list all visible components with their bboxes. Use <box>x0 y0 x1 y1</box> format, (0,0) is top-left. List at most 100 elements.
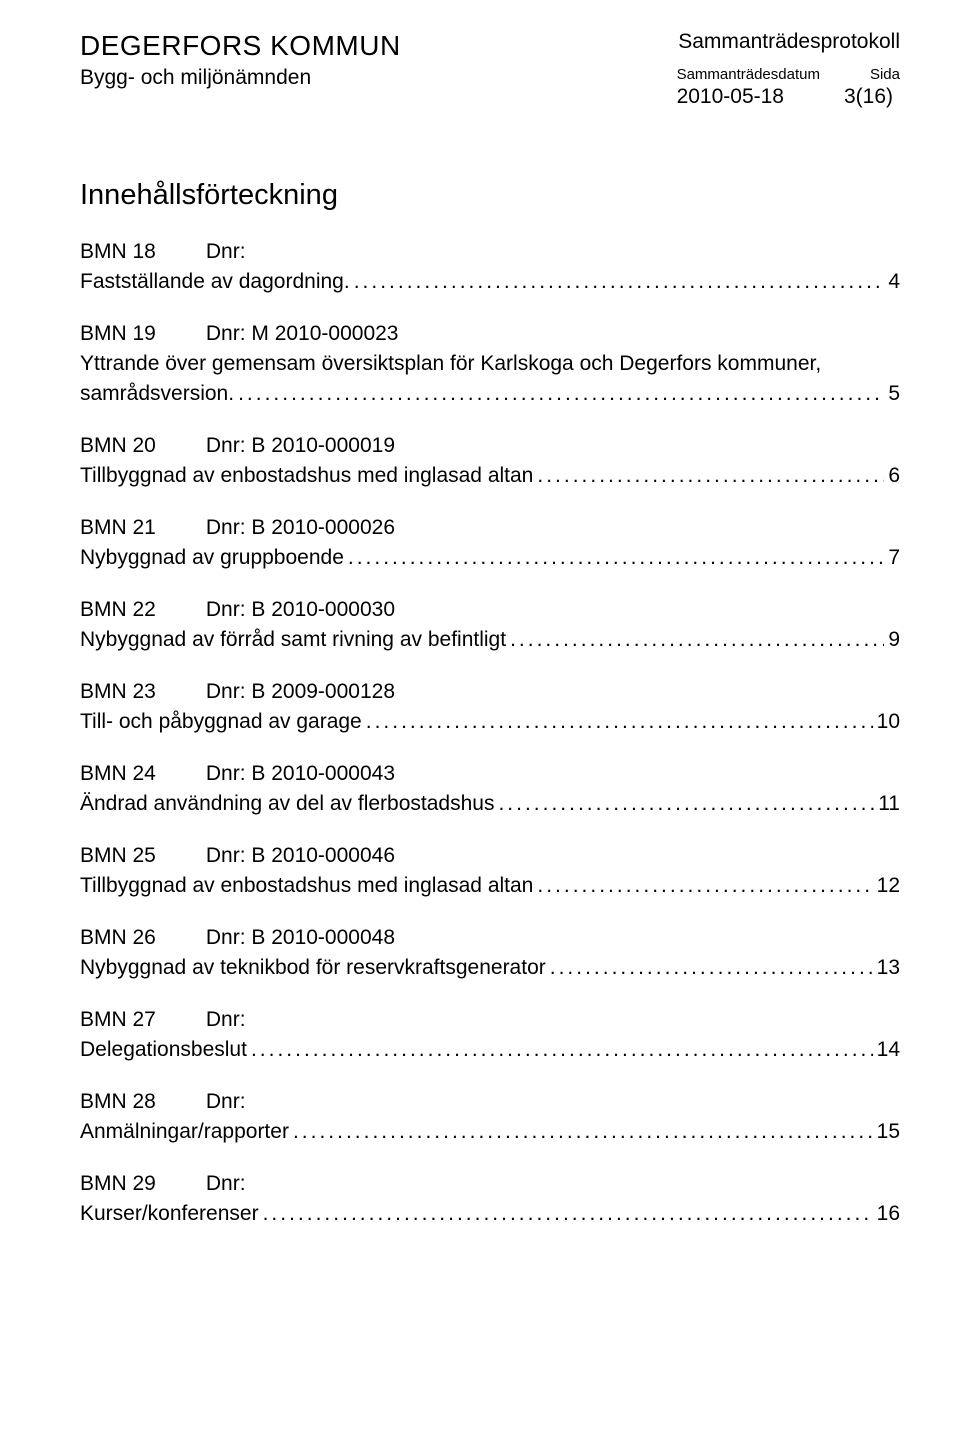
header-right-block: Sammanträdesdatum Sida 2010-05-18 3(16) <box>677 62 900 109</box>
toc-dnr: Dnr: B 2010-000048 <box>206 926 395 950</box>
toc-entry-line: Nybyggnad av teknikbod för reservkraftsg… <box>80 956 900 980</box>
sida-value: 3(16) <box>844 85 893 109</box>
toc-entry-head: BMN 28 Dnr: <box>80 1090 900 1114</box>
toc-num: BMN 28 <box>80 1090 156 1114</box>
toc-entry-title: Till- och påbyggnad av garage <box>80 710 362 734</box>
toc-dots: ........................................… <box>354 270 885 294</box>
datum-label: Sammanträdesdatum <box>677 66 820 83</box>
toc-entry-title: Nybyggnad av gruppboende <box>80 546 344 570</box>
toc-entry: BMN 21 Dnr: B 2010-000026 Nybyggnad av g… <box>80 516 900 570</box>
toc-dots: ........................................… <box>537 874 872 898</box>
toc-dnr: Dnr: <box>206 1008 246 1032</box>
protokoll-label: Sammanträdesprotokoll <box>678 30 900 54</box>
toc-num: BMN 21 <box>80 516 156 540</box>
toc-dots: ........................................… <box>251 1038 873 1062</box>
toc-page: 14 <box>877 1038 900 1062</box>
toc-num: BMN 20 <box>80 434 156 458</box>
toc-dnr: Dnr: <box>206 240 246 264</box>
toc-entry-title: Nybyggnad av förråd samt rivning av befi… <box>80 628 506 652</box>
toc-dnr: Dnr: B 2009-000128 <box>206 680 395 704</box>
doc-header-row-2: Bygg- och miljönämnden Sammanträdesdatum… <box>80 62 900 109</box>
org-name: DEGERFORS KOMMUN <box>80 30 401 62</box>
toc-entry-head: BMN 21 Dnr: B 2010-000026 <box>80 516 900 540</box>
toc-entry-title: Anmälningar/rapporter <box>80 1120 289 1144</box>
toc-num: BMN 18 <box>80 240 156 264</box>
toc-page: 5 <box>888 382 900 406</box>
toc-entry-title: Delegationsbeslut <box>80 1038 247 1062</box>
toc-num: BMN 22 <box>80 598 156 622</box>
toc-dots: ........................................… <box>348 546 884 570</box>
toc-dnr: Dnr: B 2010-000046 <box>206 844 395 868</box>
toc-entry-title: samrådsversion. <box>80 382 234 406</box>
toc-page: 16 <box>877 1202 900 1226</box>
toc-dots: ........................................… <box>510 628 884 652</box>
toc-entry-line: Till- och påbyggnad av garage ..........… <box>80 710 900 734</box>
toc-dots: ........................................… <box>498 792 874 816</box>
toc-entry-head: BMN 18 Dnr: <box>80 240 900 264</box>
toc-num: BMN 26 <box>80 926 156 950</box>
toc-entry: BMN 24 Dnr: B 2010-000043 Ändrad användn… <box>80 762 900 816</box>
toc-entry-head: BMN 25 Dnr: B 2010-000046 <box>80 844 900 868</box>
toc-page: 15 <box>877 1120 900 1144</box>
toc-dots: ........................................… <box>263 1202 873 1226</box>
committee-name: Bygg- och miljönämnden <box>80 66 311 90</box>
toc-entry-line: Tillbyggnad av enbostadshus med inglasad… <box>80 874 900 898</box>
toc-entry-line: Nybyggnad av förråd samt rivning av befi… <box>80 628 900 652</box>
toc-entry-line: samrådsversion. ........................… <box>80 382 900 406</box>
toc-page: 12 <box>877 874 900 898</box>
toc-page: 10 <box>877 710 900 734</box>
toc-entry-title: Tillbyggnad av enbostadshus med inglasad… <box>80 874 533 898</box>
toc-entry: BMN 22 Dnr: B 2010-000030 Nybyggnad av f… <box>80 598 900 652</box>
toc-entry-title: Fastställande av dagordning. <box>80 270 350 294</box>
toc-entry-title: Tillbyggnad av enbostadshus med inglasad… <box>80 464 533 488</box>
toc-num: BMN 27 <box>80 1008 156 1032</box>
toc-page: 11 <box>878 792 900 816</box>
toc-entry-line: Ändrad användning av del av flerbostadsh… <box>80 792 900 816</box>
toc-dnr: Dnr: <box>206 1172 246 1196</box>
toc-dnr: Dnr: B 2010-000026 <box>206 516 395 540</box>
toc-dnr: Dnr: B 2010-000030 <box>206 598 395 622</box>
toc-page: 6 <box>888 464 900 488</box>
toc-entry-line: Kurser/konferenser .....................… <box>80 1202 900 1226</box>
toc-entry-head: BMN 22 Dnr: B 2010-000030 <box>80 598 900 622</box>
toc-entry-head: BMN 27 Dnr: <box>80 1008 900 1032</box>
sida-label: Sida <box>870 66 900 83</box>
toc-entry-title: Ändrad användning av del av flerbostadsh… <box>80 792 494 816</box>
toc-entry: BMN 19 Dnr: M 2010-000023 Yttrande över … <box>80 322 900 406</box>
toc-dnr: Dnr: B 2010-000043 <box>206 762 395 786</box>
toc-entry-head: BMN 20 Dnr: B 2010-000019 <box>80 434 900 458</box>
toc-dnr: Dnr: M 2010-000023 <box>206 322 399 346</box>
toc-entry: BMN 25 Dnr: B 2010-000046 Tillbyggnad av… <box>80 844 900 898</box>
toc-entry: BMN 26 Dnr: B 2010-000048 Nybyggnad av t… <box>80 926 900 980</box>
toc-entry-line: Delegationsbeslut ......................… <box>80 1038 900 1062</box>
toc-entry: BMN 29 Dnr: Kurser/konferenser .........… <box>80 1172 900 1226</box>
toc-entry: BMN 28 Dnr: Anmälningar/rapporter ......… <box>80 1090 900 1144</box>
toc-num: BMN 19 <box>80 322 156 346</box>
toc-dots: ........................................… <box>550 956 873 980</box>
toc-entry-line: Fastställande av dagordning. ...........… <box>80 270 900 294</box>
toc-dots: ........................................… <box>238 382 884 406</box>
toc-entry-title: Kurser/konferenser <box>80 1202 259 1226</box>
toc-entry: BMN 23 Dnr: B 2009-000128 Till- och påby… <box>80 680 900 734</box>
toc-page: 7 <box>888 546 900 570</box>
toc-num: BMN 29 <box>80 1172 156 1196</box>
toc-entry-head: BMN 19 Dnr: M 2010-000023 <box>80 322 900 346</box>
toc-dots: ........................................… <box>366 710 873 734</box>
toc-entry-head: BMN 26 Dnr: B 2010-000048 <box>80 926 900 950</box>
toc-page: 4 <box>888 270 900 294</box>
toc-title: Innehållsförteckning <box>80 179 900 212</box>
toc-dots: ........................................… <box>293 1120 873 1144</box>
doc-header-row-1: DEGERFORS KOMMUN Sammanträdesprotokoll <box>80 30 900 62</box>
toc-entry-title-line1: Yttrande över gemensam översiktsplan för… <box>80 352 900 376</box>
toc-entry-head: BMN 29 Dnr: <box>80 1172 900 1196</box>
header-meta-values: 2010-05-18 3(16) <box>677 85 900 109</box>
toc-entry: BMN 18 Dnr: Fastställande av dagordning.… <box>80 240 900 294</box>
toc-entry-head: BMN 23 Dnr: B 2009-000128 <box>80 680 900 704</box>
toc-num: BMN 23 <box>80 680 156 704</box>
toc-entry-line: Anmälningar/rapporter ..................… <box>80 1120 900 1144</box>
toc-dnr: Dnr: <box>206 1090 246 1114</box>
header-meta-labels: Sammanträdesdatum Sida <box>677 66 900 83</box>
toc-dots: ........................................… <box>537 464 884 488</box>
toc-page: 9 <box>888 628 900 652</box>
toc-num: BMN 25 <box>80 844 156 868</box>
